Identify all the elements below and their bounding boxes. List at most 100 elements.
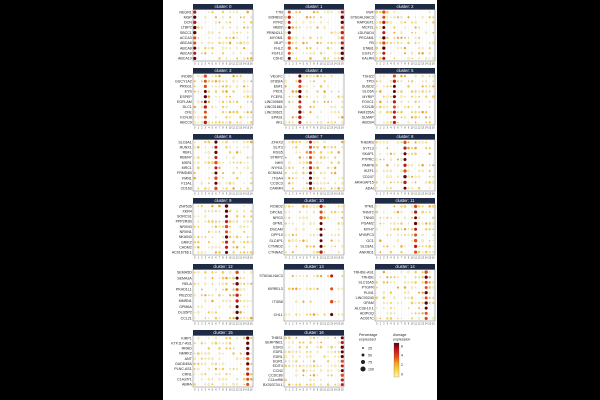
expression-dot — [337, 116, 340, 119]
expression-dot — [334, 121, 337, 124]
x-tick-label: 2 — [201, 255, 203, 259]
expression-dot — [410, 52, 414, 55]
x-tick-label: 14 — [243, 255, 246, 259]
expression-dot — [379, 158, 382, 161]
expression-dot — [243, 111, 245, 113]
expression-dot — [221, 111, 225, 114]
expression-dot — [197, 336, 200, 340]
x-tick-label: 3 — [296, 255, 298, 259]
expression-dot — [327, 182, 329, 184]
expression-dot — [211, 210, 214, 213]
expression-dot — [193, 121, 197, 124]
panel-title: cluster: 8 — [397, 134, 415, 139]
x-tick-label: 16 — [250, 321, 253, 325]
expression-dot — [306, 85, 308, 88]
expression-dot — [309, 374, 312, 376]
color-legend-tick: 6 — [401, 344, 403, 348]
expression-dot — [292, 205, 294, 208]
expression-dot — [323, 355, 326, 358]
expression-dot — [204, 383, 207, 386]
gene-label: LDLRAD4 — [358, 31, 374, 35]
x-tick-label: 4 — [390, 191, 392, 195]
expression-dot — [403, 276, 407, 279]
x-tick-label: 0 — [194, 255, 196, 259]
size-legend-title: Percentage — [359, 333, 377, 337]
expression-dot — [340, 340, 344, 345]
expression-dot — [295, 146, 298, 149]
expression-dot — [418, 205, 421, 208]
expression-dot — [288, 383, 291, 386]
expression-dot — [379, 41, 382, 45]
expression-dot — [432, 240, 434, 242]
gene-label: KCNMA1 — [268, 171, 283, 175]
expression-dot — [309, 36, 312, 39]
x-tick-label: 4 — [208, 125, 210, 129]
expression-dot — [375, 164, 378, 167]
expression-dot — [232, 101, 235, 103]
x-tick-label: 10 — [320, 321, 323, 325]
expression-dot — [306, 166, 308, 169]
expression-dot — [428, 271, 431, 273]
panel-header — [375, 68, 435, 74]
x-tick-label: 16 — [250, 255, 253, 259]
color-legend-tick: 0 — [401, 372, 403, 376]
panel-title: cluster: 0 — [215, 4, 233, 9]
expression-dot — [302, 227, 305, 231]
x-tick-label: 12 — [327, 191, 330, 195]
expression-dot — [291, 251, 294, 254]
expression-dot — [330, 187, 333, 190]
expression-dot — [403, 46, 407, 50]
expression-dot — [291, 222, 294, 225]
expression-dot — [222, 220, 224, 223]
expression-dot — [375, 286, 378, 289]
expression-dot — [323, 140, 326, 144]
x-tick-label: 6 — [397, 321, 399, 325]
gene-label: ARHGAP15 — [355, 181, 374, 185]
x-tick-label: 8 — [222, 191, 224, 195]
x-tick-label: 10 — [229, 255, 232, 259]
expression-dot — [203, 110, 207, 114]
expression-dot — [425, 141, 428, 144]
expression-dot — [417, 175, 421, 178]
expression-dot — [393, 276, 396, 279]
expression-dot — [431, 317, 435, 320]
expression-dot — [214, 140, 218, 144]
x-tick-label: 2 — [292, 387, 294, 391]
expression-dot — [250, 156, 253, 159]
x-tick-label: 6 — [306, 61, 308, 65]
gene-label: CCL21 — [181, 316, 192, 320]
expression-dot — [193, 30, 197, 35]
expression-dot — [393, 296, 396, 300]
expression-dot — [337, 234, 340, 236]
expression-dot — [407, 146, 410, 150]
gene-label: INO80 — [181, 74, 191, 78]
size-legend-label: 75 — [368, 360, 372, 364]
expression-dot — [197, 74, 200, 78]
expression-dot — [316, 274, 319, 278]
expression-dot — [225, 347, 228, 350]
expression-dot — [340, 350, 344, 354]
expression-dot — [236, 337, 238, 339]
expression-dot — [295, 313, 298, 316]
expression-dot — [386, 41, 389, 44]
gene-label: CDH2 — [273, 57, 283, 61]
x-tick-label: 5 — [212, 61, 214, 65]
x-tick-label: 12 — [236, 61, 239, 65]
expression-dot — [334, 166, 337, 169]
expression-dot — [193, 271, 196, 274]
expression-dot — [312, 374, 316, 377]
expression-dot — [197, 225, 200, 228]
expression-dot — [207, 95, 211, 98]
expression-dot — [396, 36, 400, 39]
x-tick-label: 8 — [404, 321, 406, 325]
x-tick-label: 8 — [222, 125, 224, 129]
x-tick-label: 4 — [390, 61, 392, 65]
panel-cluster-6: cluster: 6SLC8A1RUNX1RBFLRBM47MSR1MRC1FR… — [177, 134, 253, 195]
expression-dot — [400, 95, 403, 98]
expression-dot — [407, 80, 410, 82]
expression-dot — [390, 187, 392, 189]
gene-label: NRXN3 — [180, 225, 192, 229]
expression-dot — [383, 307, 385, 309]
expression-dot — [239, 241, 242, 243]
expression-dot — [221, 41, 225, 45]
